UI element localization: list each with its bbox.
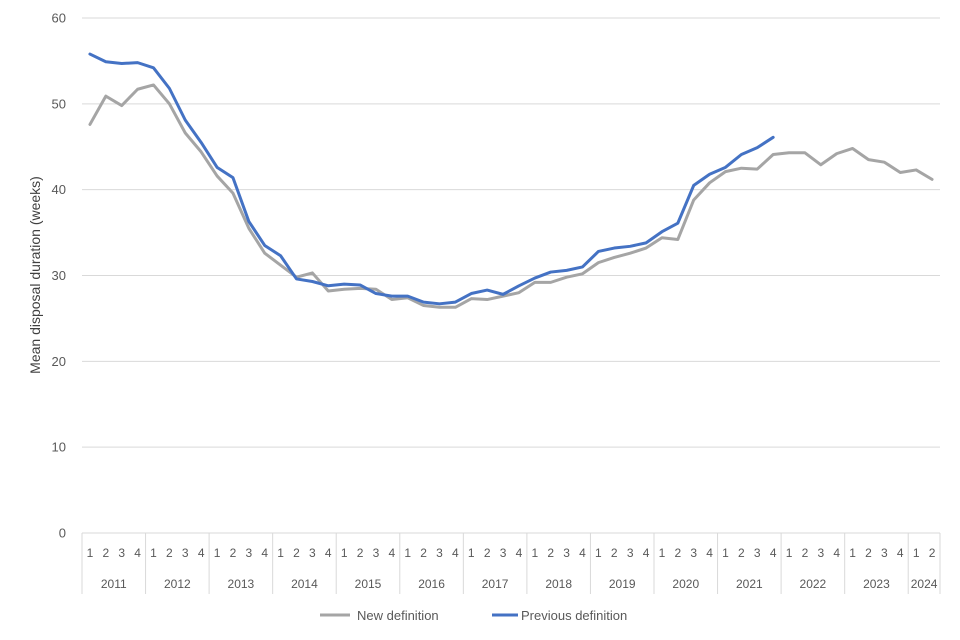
quarter-tick-label: 2 xyxy=(357,546,364,560)
year-label-2014: 2014 xyxy=(291,577,318,591)
quarter-tick-label: 2 xyxy=(738,546,745,560)
quarter-tick-label: 4 xyxy=(134,546,141,560)
quarter-tick-label: 2 xyxy=(293,546,300,560)
y-tick-label-20: 20 xyxy=(52,354,66,369)
quarter-tick-label: 4 xyxy=(388,546,395,560)
year-label-2023: 2023 xyxy=(863,577,890,591)
year-label-2024: 2024 xyxy=(911,577,938,591)
quarter-tick-label: 1 xyxy=(913,546,920,560)
quarter-tick-label: 1 xyxy=(150,546,157,560)
quarter-tick-label: 3 xyxy=(690,546,697,560)
y-tick-label-60: 60 xyxy=(52,11,66,26)
quarter-tick-label: 4 xyxy=(643,546,650,560)
series-line-previous-definition xyxy=(88,52,775,306)
quarter-tick-label: 1 xyxy=(659,546,666,560)
y-tick-label-30: 30 xyxy=(52,268,66,283)
quarter-tick-label: 4 xyxy=(833,546,840,560)
quarter-tick-label: 3 xyxy=(563,546,570,560)
quarter-tick-label: 3 xyxy=(245,546,252,560)
quarter-tick-label: 4 xyxy=(579,546,586,560)
quarter-tick-label: 3 xyxy=(500,546,507,560)
year-label-2019: 2019 xyxy=(609,577,636,591)
quarter-tick-label: 4 xyxy=(897,546,904,560)
series-lines xyxy=(88,52,934,309)
quarter-tick-label: 2 xyxy=(102,546,109,560)
year-label-2012: 2012 xyxy=(164,577,191,591)
quarter-tick-label: 4 xyxy=(770,546,777,560)
quarter-tick-label: 2 xyxy=(484,546,491,560)
year-label-2016: 2016 xyxy=(418,577,445,591)
year-label-2020: 2020 xyxy=(672,577,699,591)
quarter-tick-label: 3 xyxy=(182,546,189,560)
quarter-tick-label: 3 xyxy=(118,546,125,560)
quarter-tick-label: 2 xyxy=(547,546,554,560)
quarter-tick-label: 1 xyxy=(849,546,856,560)
y-tick-label-40: 40 xyxy=(52,182,66,197)
year-label-2015: 2015 xyxy=(355,577,382,591)
legend: New definition Previous definition xyxy=(320,608,627,623)
quarter-tick-label: 3 xyxy=(373,546,380,560)
quarter-tick-label: 2 xyxy=(166,546,173,560)
quarter-tick-label: 2 xyxy=(929,546,936,560)
quarter-tick-label: 4 xyxy=(516,546,523,560)
legend-label-previous-definition: Previous definition xyxy=(521,608,627,623)
quarter-tick-label: 3 xyxy=(309,546,316,560)
quarter-tick-label: 2 xyxy=(802,546,809,560)
quarter-tick-label: 1 xyxy=(786,546,793,560)
quarter-tick-label: 1 xyxy=(277,546,284,560)
year-label-2011: 2011 xyxy=(101,577,127,591)
quarter-tick-label: 4 xyxy=(452,546,459,560)
y-axis-title: Mean disposal duration (weeks) xyxy=(27,176,43,374)
legend-label-new-definition: New definition xyxy=(357,608,439,623)
quarter-tick-label: 3 xyxy=(436,546,443,560)
quarter-tick-label: 1 xyxy=(341,546,348,560)
y-tick-label-50: 50 xyxy=(52,96,66,111)
quarter-tick-label: 1 xyxy=(531,546,538,560)
quarter-tick-label: 1 xyxy=(595,546,602,560)
y-tick-label-0: 0 xyxy=(59,526,66,541)
quarter-tick-label: 4 xyxy=(325,546,332,560)
quarter-tick-label: 4 xyxy=(198,546,205,560)
year-label-2018: 2018 xyxy=(545,577,572,591)
quarter-tick-label: 1 xyxy=(87,546,94,560)
quarter-tick-label: 4 xyxy=(706,546,713,560)
y-tick-label-10: 10 xyxy=(52,440,66,455)
quarter-tick-label: 2 xyxy=(674,546,681,560)
quarter-tick-label: 3 xyxy=(817,546,824,560)
quarter-tick-label: 2 xyxy=(230,546,237,560)
quarter-tick-label: 1 xyxy=(214,546,221,560)
quarter-tick-label: 3 xyxy=(881,546,888,560)
quarter-tick-label: 2 xyxy=(611,546,618,560)
quarter-tick-label: 1 xyxy=(468,546,475,560)
quarter-tick-label: 3 xyxy=(627,546,634,560)
year-label-2017: 2017 xyxy=(482,577,509,591)
quarter-tick-label: 1 xyxy=(722,546,729,560)
series-line-new-definition xyxy=(88,83,934,309)
y-axis-ticks: 0 10 20 30 40 50 60 xyxy=(52,11,66,541)
gridlines xyxy=(82,17,940,448)
quarter-tick-label: 2 xyxy=(420,546,427,560)
quarter-tick-label: 2 xyxy=(865,546,872,560)
year-label-2022: 2022 xyxy=(800,577,827,591)
year-label-2013: 2013 xyxy=(228,577,255,591)
year-label-2021: 2021 xyxy=(736,577,763,591)
quarter-tick-label: 1 xyxy=(404,546,411,560)
quarter-tick-label: 4 xyxy=(261,546,268,560)
quarter-tick-label: 3 xyxy=(754,546,761,560)
